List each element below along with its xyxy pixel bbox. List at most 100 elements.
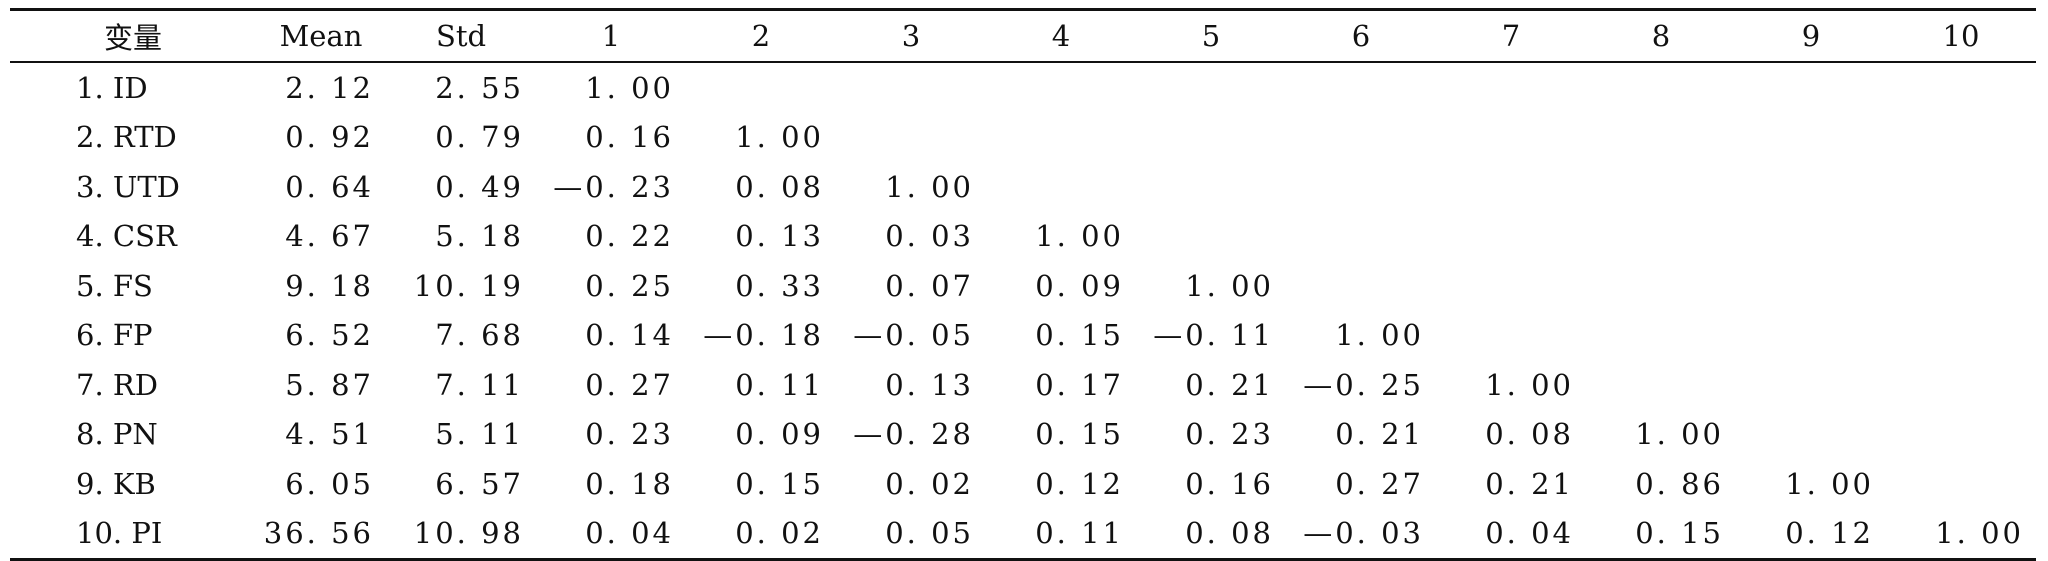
table-cell: [1286, 62, 1436, 113]
table-cell: [1436, 113, 1586, 163]
table-row: 5. FS 9. 18 10. 19 0. 25 0. 33 0. 07 0. 09 1. 0…: [10, 261, 2036, 311]
table-cell: 1. 00: [735, 120, 824, 155]
table-cell: [1736, 360, 1886, 410]
table-cell: [1886, 162, 2036, 212]
table-cell: 0. 15: [1035, 318, 1124, 353]
table-cell: 1. 00: [1335, 318, 1424, 353]
table-cell: 0. 92: [285, 120, 374, 155]
column-header: 9: [1801, 19, 1821, 53]
table-cell: 9. 18: [285, 268, 374, 303]
table-row: 4. CSR 4. 67 5. 18 0. 22 0. 13 0. 03 1. 00: [10, 212, 2036, 262]
table-cell: [1586, 311, 1736, 361]
column-header-variable: 变量: [103, 21, 162, 55]
table-row: 6. FP 6. 52 7. 68 0. 14 —0. 18 —0. 05 0. 15 —0.…: [10, 311, 2036, 361]
table-cell: 0. 15: [1635, 516, 1724, 551]
column-header: 5: [1201, 19, 1221, 53]
table-cell: [1136, 212, 1286, 262]
variable-name-cell: 6. FP: [76, 318, 153, 353]
table-cell: 0. 33: [735, 268, 824, 303]
table-cell: —0. 18: [703, 318, 824, 353]
table-cell: 1. 00: [1935, 516, 2024, 551]
table-cell: [1286, 113, 1436, 163]
table-row: 7. RD 5. 87 7. 11 0. 27 0. 11 0. 13 0. 17 0. 21…: [10, 360, 2036, 410]
table-row: 1. ID 2. 12 2. 55 1. 00: [10, 62, 2036, 113]
table-cell: 0. 12: [1035, 466, 1124, 501]
table-cell: 6. 05: [285, 466, 374, 501]
table-cell: [1436, 261, 1586, 311]
table-cell: 0. 11: [735, 367, 824, 402]
table-cell: 0. 02: [735, 516, 824, 551]
table-cell: 0. 09: [1035, 268, 1124, 303]
table-cell: 0. 13: [735, 219, 824, 254]
table-cell: 0. 17: [1035, 367, 1124, 402]
table-cell: [836, 113, 986, 163]
column-header: 4: [1051, 19, 1071, 53]
variable-name-cell: 3. UTD: [76, 169, 180, 204]
variable-name-cell: 7. RD: [76, 367, 158, 402]
table-cell: [836, 62, 986, 113]
table-cell: 0. 21: [1185, 367, 1274, 402]
table-cell: [986, 162, 1136, 212]
table-cell: 10. 19: [413, 268, 524, 303]
table-cell: [1586, 261, 1736, 311]
table-cell: —0. 11: [1153, 318, 1274, 353]
table-cell: [1736, 162, 1886, 212]
table-cell: [1586, 113, 1736, 163]
table-header: 变量 Mean Std 1 2 3 4 5 6 7 8 9 10: [10, 9, 2036, 62]
table-cell: [1736, 212, 1886, 262]
table-cell: [1886, 113, 2036, 163]
variable-name-cell: 4. CSR: [76, 219, 177, 254]
variable-name-cell: 10. PI: [76, 516, 163, 551]
table-cell: 0. 86: [1635, 466, 1724, 501]
table-cell: [1586, 62, 1736, 113]
table-cell: 0. 03: [885, 219, 974, 254]
table-cell: 0. 16: [585, 120, 674, 155]
table-cell: 0. 21: [1335, 417, 1424, 452]
table-cell: 1. 00: [1035, 219, 1124, 254]
table-cell: 7. 11: [435, 367, 524, 402]
table-cell: [1586, 162, 1736, 212]
table-cell: 0. 49: [435, 169, 524, 204]
table-cell: [1286, 212, 1436, 262]
table-cell: 0. 04: [1485, 516, 1574, 551]
table-cell: [1886, 360, 2036, 410]
table-cell: 2. 12: [285, 70, 374, 105]
table-cell: [1436, 162, 1586, 212]
table-cell: [1436, 311, 1586, 361]
column-header: 2: [751, 19, 771, 53]
table-cell: 0. 15: [1035, 417, 1124, 452]
table-cell: 0. 08: [1185, 516, 1274, 551]
table-cell: 0. 04: [585, 516, 674, 551]
column-header: Std: [435, 19, 487, 53]
table-cell: 10. 98: [413, 516, 524, 551]
table-cell: 6. 57: [435, 466, 524, 501]
table-cell: 0. 64: [285, 169, 374, 204]
table-cell: 7. 68: [435, 318, 524, 353]
table-cell: 1. 00: [585, 70, 674, 105]
table-cell: [686, 62, 836, 113]
table-cell: 0. 05: [885, 516, 974, 551]
table-cell: 0. 23: [1185, 417, 1274, 452]
table-cell: 0. 27: [585, 367, 674, 402]
table-cell: [1586, 360, 1736, 410]
table-row: 3. UTD 0. 64 0. 49 —0. 23 0. 08 1. 00: [10, 162, 2036, 212]
table-cell: 0. 09: [735, 417, 824, 452]
table-cell: [1136, 62, 1286, 113]
table-cell: 5. 11: [435, 417, 524, 452]
column-header: 3: [901, 19, 921, 53]
table-cell: [986, 113, 1136, 163]
table-cell: 0. 18: [585, 466, 674, 501]
table-cell: 2. 55: [435, 70, 524, 105]
table-cell: [1886, 311, 2036, 361]
table-cell: 36. 56: [263, 516, 374, 551]
table-row: 10. PI 36. 56 10. 98 0. 04 0. 02 0. 05 0. 11 0.…: [10, 509, 2036, 560]
table-cell: [1736, 261, 1886, 311]
table-cell: [1886, 261, 2036, 311]
correlation-table: 变量 Mean Std 1 2 3 4 5 6 7 8 9 10 1. ID 2. 12 2. 55 1. 0…: [10, 8, 2036, 561]
table-cell: [1586, 212, 1736, 262]
variable-name-cell: 8. PN: [76, 417, 158, 452]
table-cell: —0. 28: [853, 417, 974, 452]
table-cell: 1. 00: [1485, 367, 1574, 402]
table-cell: 1. 00: [1635, 417, 1724, 452]
